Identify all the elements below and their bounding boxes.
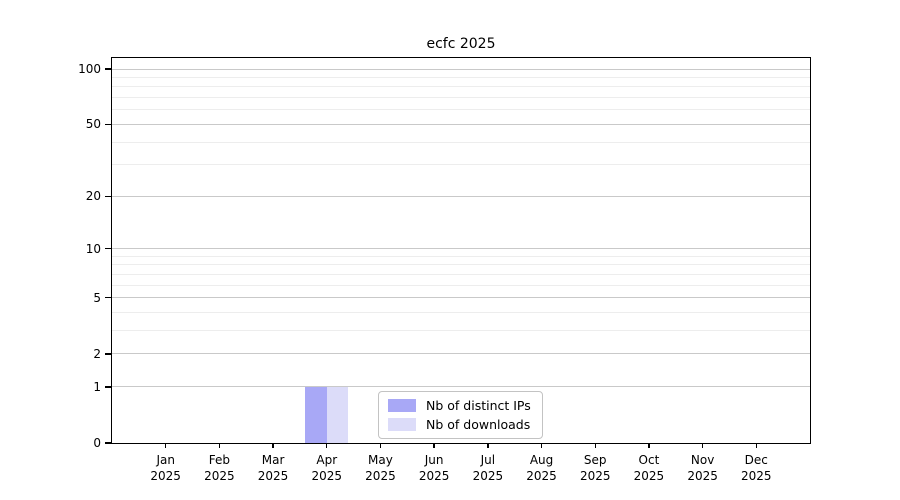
y-gridline-major <box>112 297 810 299</box>
x-tick-month: Dec <box>744 453 768 467</box>
x-axis-tick <box>272 443 274 448</box>
y-tick-label: 20 <box>85 189 101 204</box>
x-tick-year: 2025 <box>365 469 396 483</box>
y-axis-tick <box>105 68 112 70</box>
x-tick-month: Aug <box>529 453 554 467</box>
x-tick-month: Sep <box>583 453 607 467</box>
legend: Nb of distinct IPs Nb of downloads <box>378 391 543 439</box>
y-gridline-minor <box>112 255 810 257</box>
x-tick-label: Nov 2025 <box>671 452 735 484</box>
y-gridline-minor <box>112 312 810 314</box>
distinct-ips-swatch <box>388 399 416 412</box>
y-tick-label: 0 <box>93 436 101 450</box>
y-axis-tick <box>105 386 112 388</box>
y-gridline-minor <box>112 97 810 99</box>
x-axis-tick <box>701 443 704 448</box>
x-axis-tick <box>755 443 757 448</box>
x-tick-month: Feb <box>208 453 230 467</box>
x-axis-tick <box>487 443 489 448</box>
bar-downloads <box>326 386 349 443</box>
y-gridline-major <box>112 195 810 197</box>
y-axis-tick <box>105 195 112 197</box>
x-tick-month: Jun <box>424 453 444 467</box>
x-tick-month: May <box>368 453 393 467</box>
x-tick-label: Jun 2025 <box>402 452 466 484</box>
legend-label-distinct-ips: Nb of distinct IPs <box>426 398 531 413</box>
bar-distinct-ips <box>305 386 327 443</box>
downloads-swatch <box>388 418 416 431</box>
x-tick-label: Jul 2025 <box>456 452 520 484</box>
x-tick-year: 2025 <box>418 469 450 483</box>
x-tick-year: 2025 <box>311 469 343 483</box>
x-tick-label: May 2025 <box>348 452 412 484</box>
y-gridline-minor <box>112 76 810 78</box>
y-axis-tick <box>105 353 112 355</box>
x-tick-month: Apr <box>316 453 338 467</box>
plot-area: 0 1 2 5 10 20 50 100 Jan 2025 Feb 2025 Mar 2025 Apr 202… <box>78 57 811 483</box>
legend-entry-distinct-ips: Nb of distinct IPs <box>388 398 531 413</box>
y-gridline-major <box>112 68 810 70</box>
legend-entry-downloads: Nb of downloads <box>388 417 531 432</box>
x-tick-year: 2025 <box>579 469 611 483</box>
x-tick-label: Mar 2025 <box>241 452 305 484</box>
y-axis-tick <box>105 297 112 299</box>
y-tick-label: 100 <box>78 62 101 76</box>
y-gridline-minor <box>112 141 810 143</box>
x-tick-label: Apr 2025 <box>295 452 359 484</box>
y-tick-label: 5 <box>93 290 101 305</box>
x-axis-tick <box>164 443 167 448</box>
y-gridline-minor <box>112 86 810 88</box>
x-tick-label: Aug 2025 <box>510 452 574 484</box>
x-tick-label: Sep 2025 <box>563 452 627 484</box>
x-tick-year: 2025 <box>257 469 289 483</box>
x-tick-month: Oct <box>638 453 660 467</box>
y-gridline-minor <box>112 273 810 275</box>
x-axis-tick <box>540 443 543 448</box>
x-axis-tick <box>326 443 328 448</box>
y-axis-tick <box>105 123 112 126</box>
x-tick-year: 2025 <box>633 469 665 483</box>
y-gridline-major <box>112 353 810 355</box>
y-gridline-minor <box>112 164 810 166</box>
chart-title: ecfc 2025 <box>426 36 496 52</box>
y-gridline-major <box>112 123 810 125</box>
y-gridline-minor <box>112 264 810 266</box>
y-gridline-minor <box>112 284 810 286</box>
x-tick-label: Feb 2025 <box>187 452 251 484</box>
y-tick-label: 10 <box>85 241 101 256</box>
x-tick-year: 2025 <box>526 469 557 483</box>
y-axis-tick <box>105 442 112 444</box>
x-axis-tick <box>648 443 650 448</box>
x-tick-month: Nov <box>690 453 715 467</box>
y-gridline-major <box>112 248 810 250</box>
y-tick-label: 1 <box>93 379 101 394</box>
y-gridline-major <box>112 386 810 388</box>
x-tick-year: 2025 <box>204 469 235 483</box>
x-tick-year: 2025 <box>150 469 181 483</box>
y-tick-label: 50 <box>85 117 101 132</box>
x-tick-year: 2025 <box>472 469 504 483</box>
y-tick-label: 2 <box>93 346 101 361</box>
y-gridline-minor <box>112 330 810 332</box>
x-axis-tick <box>379 443 382 448</box>
x-tick-label: Dec 2025 <box>724 452 788 484</box>
y-gridline-minor <box>112 109 810 111</box>
legend-label-downloads: Nb of downloads <box>426 417 531 432</box>
x-tick-month: Jul <box>480 453 496 467</box>
x-tick-year: 2025 <box>687 469 718 483</box>
x-tick-label: Jan 2025 <box>134 452 198 484</box>
x-axis-tick <box>433 443 435 448</box>
x-tick-month: Jan <box>156 453 175 467</box>
x-axis-tick <box>218 443 221 448</box>
y-axis-tick <box>105 247 112 250</box>
x-axis-tick <box>594 443 596 448</box>
x-tick-month: Mar <box>261 453 285 467</box>
x-tick-year: 2025 <box>741 469 772 483</box>
x-tick-label: Oct 2025 <box>617 452 681 484</box>
